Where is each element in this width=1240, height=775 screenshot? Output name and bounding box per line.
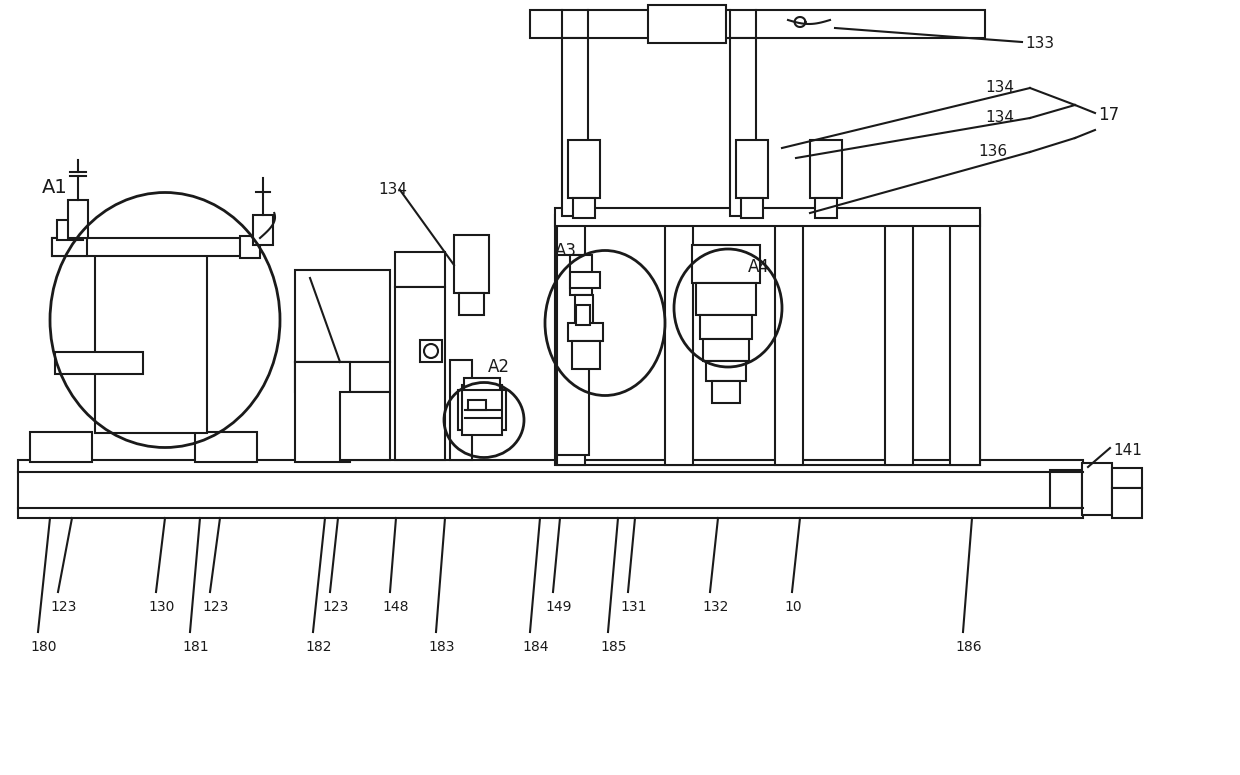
Bar — [464, 378, 500, 390]
Bar — [459, 293, 484, 315]
Bar — [570, 272, 600, 288]
Text: 134: 134 — [985, 80, 1014, 95]
Text: 183: 183 — [428, 640, 455, 654]
Bar — [1050, 470, 1083, 508]
Bar — [885, 215, 913, 465]
Bar — [696, 283, 756, 315]
Bar — [815, 198, 837, 218]
Bar — [810, 140, 842, 198]
Bar — [195, 432, 257, 462]
Bar — [467, 400, 486, 410]
Text: 134: 134 — [378, 182, 407, 197]
Text: 123: 123 — [322, 600, 348, 614]
Bar — [572, 341, 600, 369]
Bar — [340, 392, 391, 460]
Bar — [556, 208, 980, 226]
Bar — [253, 215, 273, 245]
Bar — [950, 215, 980, 465]
Text: 134: 134 — [985, 110, 1014, 125]
Bar — [463, 385, 502, 435]
Bar — [562, 38, 588, 216]
Bar — [295, 270, 391, 362]
Bar — [396, 252, 445, 287]
Text: 186: 186 — [955, 640, 982, 654]
Bar — [30, 432, 92, 462]
Bar — [458, 390, 506, 430]
Bar — [706, 361, 746, 381]
Text: 141: 141 — [1114, 443, 1142, 458]
Bar — [1112, 468, 1142, 488]
Text: A3: A3 — [556, 242, 577, 260]
Bar — [557, 255, 589, 455]
Bar — [396, 287, 445, 460]
Bar — [454, 235, 489, 293]
Bar — [703, 339, 749, 361]
Text: 148: 148 — [382, 600, 408, 614]
Text: A2: A2 — [489, 358, 510, 376]
Bar — [68, 200, 88, 238]
Text: 182: 182 — [305, 640, 331, 654]
Text: 132: 132 — [702, 600, 728, 614]
Bar — [1112, 488, 1142, 518]
Bar — [95, 255, 207, 433]
Bar — [52, 238, 257, 256]
Text: 149: 149 — [546, 600, 572, 614]
Bar — [649, 5, 725, 43]
Bar — [568, 140, 600, 198]
Bar — [556, 215, 980, 465]
Bar — [1083, 463, 1112, 515]
Text: 17: 17 — [1097, 106, 1120, 124]
Text: A4: A4 — [748, 258, 770, 276]
Text: 185: 185 — [600, 640, 626, 654]
Bar — [575, 295, 593, 323]
Bar — [577, 305, 590, 325]
Bar — [55, 352, 143, 374]
Bar — [557, 215, 585, 465]
Bar — [529, 10, 985, 38]
Text: A1: A1 — [42, 178, 68, 197]
Text: 180: 180 — [30, 640, 57, 654]
Bar — [692, 245, 760, 283]
Bar — [712, 381, 740, 403]
Bar — [568, 323, 603, 341]
Text: 181: 181 — [182, 640, 208, 654]
Bar — [730, 38, 756, 216]
Bar — [420, 340, 441, 362]
Bar — [52, 238, 87, 256]
Bar — [450, 360, 472, 460]
Bar — [737, 140, 768, 198]
Bar — [295, 362, 391, 392]
Text: 123: 123 — [202, 600, 228, 614]
Bar — [19, 460, 1083, 518]
Bar — [573, 198, 595, 218]
Text: 130: 130 — [148, 600, 175, 614]
Text: 133: 133 — [1025, 36, 1054, 51]
Bar — [775, 215, 804, 465]
Text: 136: 136 — [978, 144, 1007, 159]
Text: 131: 131 — [620, 600, 646, 614]
Bar — [570, 255, 591, 295]
Bar — [295, 362, 350, 462]
Text: 123: 123 — [50, 600, 77, 614]
Bar — [57, 220, 83, 240]
Bar — [701, 315, 751, 339]
Bar — [665, 215, 693, 465]
Text: 184: 184 — [522, 640, 548, 654]
Bar — [742, 198, 763, 218]
Bar — [241, 236, 260, 258]
Text: 10: 10 — [784, 600, 801, 614]
